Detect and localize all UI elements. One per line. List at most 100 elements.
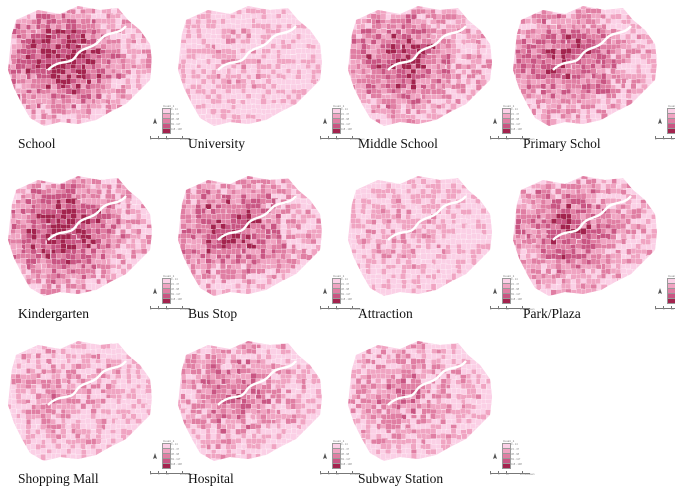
map-unit	[437, 114, 443, 119]
map-unit	[616, 259, 621, 264]
map-unit	[611, 184, 617, 189]
scale-label: 10	[671, 138, 674, 141]
map-unit	[596, 244, 602, 249]
map-unit	[216, 289, 221, 295]
map-unit	[550, 194, 555, 199]
map-unit	[225, 289, 230, 296]
map-unit	[376, 24, 382, 29]
map-unit	[286, 105, 293, 111]
map-unit	[192, 44, 197, 49]
choropleth-map	[0, 170, 168, 320]
map-unit	[395, 119, 402, 125]
map-unit	[586, 289, 592, 294]
map-unit	[111, 224, 117, 229]
map-unit	[571, 33, 576, 39]
map-unit	[181, 224, 187, 229]
map-unit	[105, 194, 111, 199]
map-unit	[10, 84, 15, 91]
map-unit	[201, 219, 206, 225]
map-unit	[211, 179, 217, 184]
map-unit	[425, 89, 430, 95]
map-unit	[446, 279, 452, 286]
map-unit	[466, 79, 471, 86]
map-unit	[411, 79, 416, 85]
map-unit	[590, 109, 596, 114]
map-unit	[381, 69, 386, 75]
map-unit	[450, 58, 455, 63]
map-unit	[605, 89, 610, 94]
map-unit	[580, 273, 586, 279]
map-unit	[76, 340, 82, 345]
map-unit	[81, 290, 86, 296]
map-unit	[221, 198, 226, 203]
map-unit	[531, 29, 537, 35]
map-unit	[380, 29, 386, 34]
map-unit	[61, 119, 66, 125]
map-unit	[235, 234, 240, 239]
map-unit	[376, 34, 382, 40]
map-unit	[76, 174, 81, 180]
map-unit	[301, 53, 307, 58]
map-unit	[471, 244, 477, 249]
map-unit	[31, 284, 37, 289]
map-unit	[21, 49, 27, 55]
map-unit	[586, 19, 592, 25]
map-unit	[270, 179, 275, 185]
map-unit	[260, 234, 265, 239]
map-unit	[540, 224, 546, 229]
map-unit	[96, 269, 102, 274]
map-unit	[375, 283, 381, 288]
map-unit	[236, 184, 242, 189]
map-unit	[406, 189, 411, 194]
map-unit	[631, 264, 636, 270]
scale-label: 10	[671, 308, 674, 311]
map-unit	[346, 69, 351, 75]
map-unit	[236, 198, 242, 203]
map-unit	[555, 189, 561, 195]
map-unit	[575, 119, 581, 126]
map-unit	[120, 229, 125, 234]
map-unit	[71, 119, 76, 126]
map-unit	[96, 239, 101, 244]
map-unit	[406, 209, 411, 214]
map-unit	[101, 278, 106, 284]
map-unit	[141, 39, 147, 44]
map-unit	[621, 104, 626, 109]
map-unit	[241, 179, 247, 185]
map-unit	[100, 244, 106, 249]
map-unit	[301, 89, 307, 95]
map-unit	[31, 258, 37, 264]
map-unit	[391, 223, 397, 229]
map-unit	[121, 369, 126, 375]
map-unit	[226, 79, 231, 84]
map-unit	[186, 95, 191, 102]
map-unit	[636, 259, 643, 264]
map-unit	[117, 178, 124, 183]
map-unit	[376, 98, 382, 104]
scale-label: 5	[498, 138, 499, 141]
choropleth-map	[340, 170, 508, 320]
map-unit	[546, 254, 552, 259]
map-unit	[650, 68, 656, 73]
map-unit	[40, 218, 46, 223]
map-unit	[15, 233, 20, 239]
map-unit	[555, 249, 561, 254]
map-unit	[545, 224, 550, 229]
map-unit	[46, 419, 51, 424]
map-unit	[625, 54, 630, 59]
map-unit	[286, 249, 292, 254]
map-unit	[390, 19, 397, 24]
map-unit	[256, 119, 261, 124]
scale-label: 0	[150, 308, 151, 311]
map-unit	[487, 229, 493, 234]
map-unit	[16, 418, 22, 423]
map-unit	[406, 274, 411, 279]
map-unit	[200, 284, 206, 291]
map-unit	[135, 419, 141, 424]
map-unit	[26, 238, 32, 244]
map-unit	[37, 73, 42, 79]
map-unit	[446, 49, 452, 55]
map-unit	[305, 209, 310, 214]
map-unit	[12, 224, 18, 230]
